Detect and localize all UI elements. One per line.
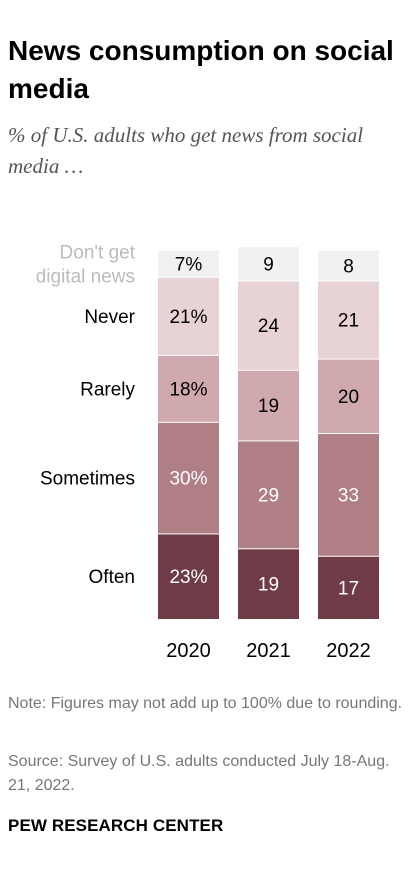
bar-segment-don-t-get-digital-news-2021 (238, 247, 299, 281)
chart-subtitle: % of U.S. adults who get news from socia… (8, 123, 364, 178)
bar-segment-rarely-2021 (238, 370, 299, 441)
bar-segment-rarely-2020 (158, 355, 219, 422)
bar-segment-sometimes-2022 (318, 434, 379, 556)
data-label: 17 (338, 578, 359, 599)
data-label: 29 (258, 485, 279, 506)
x-tick-label: 2022 (326, 640, 371, 662)
data-label: 18% (169, 379, 207, 400)
bar-segment-often-2022 (318, 556, 379, 619)
bar-segment-never-2021 (238, 281, 299, 370)
data-label: 24 (258, 316, 280, 337)
source-text: Source: Survey of U.S. adults conducted … (8, 753, 390, 794)
bar-segment-don-t-get-digital-news-2022 (318, 250, 379, 281)
data-label: 23% (169, 567, 207, 588)
x-tick-label: 2021 (246, 640, 291, 662)
legend-label: Don't get (60, 243, 136, 264)
data-label: 7% (175, 255, 203, 276)
data-label: 19 (258, 396, 279, 417)
data-label: 21% (169, 307, 207, 328)
legend-label: Sometimes (40, 469, 135, 490)
chart-title: News consumption on social media (8, 35, 394, 104)
bar-segment-rarely-2022 (318, 359, 379, 433)
brand-logo-text: PEW RESEARCH CENTER (8, 816, 224, 835)
data-label: 9 (263, 255, 274, 276)
data-label: 33 (338, 485, 359, 506)
data-label: 21 (338, 311, 359, 332)
legend-label: digital news (36, 267, 135, 288)
legend-label: Often (89, 567, 135, 588)
data-label: 20 (338, 387, 359, 408)
bar-segment-don-t-get-digital-news-2020 (158, 250, 219, 277)
x-tick-label: 2020 (166, 640, 211, 662)
legend-label: Rarely (80, 379, 135, 400)
note-text: Note: Figures may not add up to 100% due… (8, 695, 403, 712)
bar-segment-often-2020 (158, 534, 219, 619)
legend-label: Never (84, 307, 135, 328)
bar-segment-never-2022 (318, 281, 379, 359)
bar-segment-sometimes-2020 (158, 422, 219, 534)
bar-segment-often-2021 (238, 549, 299, 619)
stacked-bar-chart: 23%30%18%21%7%20201929192492021173320218… (36, 243, 379, 662)
data-label: 19 (258, 575, 279, 596)
data-label: 30% (169, 469, 207, 490)
data-label: 8 (343, 257, 354, 278)
bar-segment-never-2020 (158, 277, 219, 355)
bar-segment-sometimes-2021 (238, 441, 299, 549)
